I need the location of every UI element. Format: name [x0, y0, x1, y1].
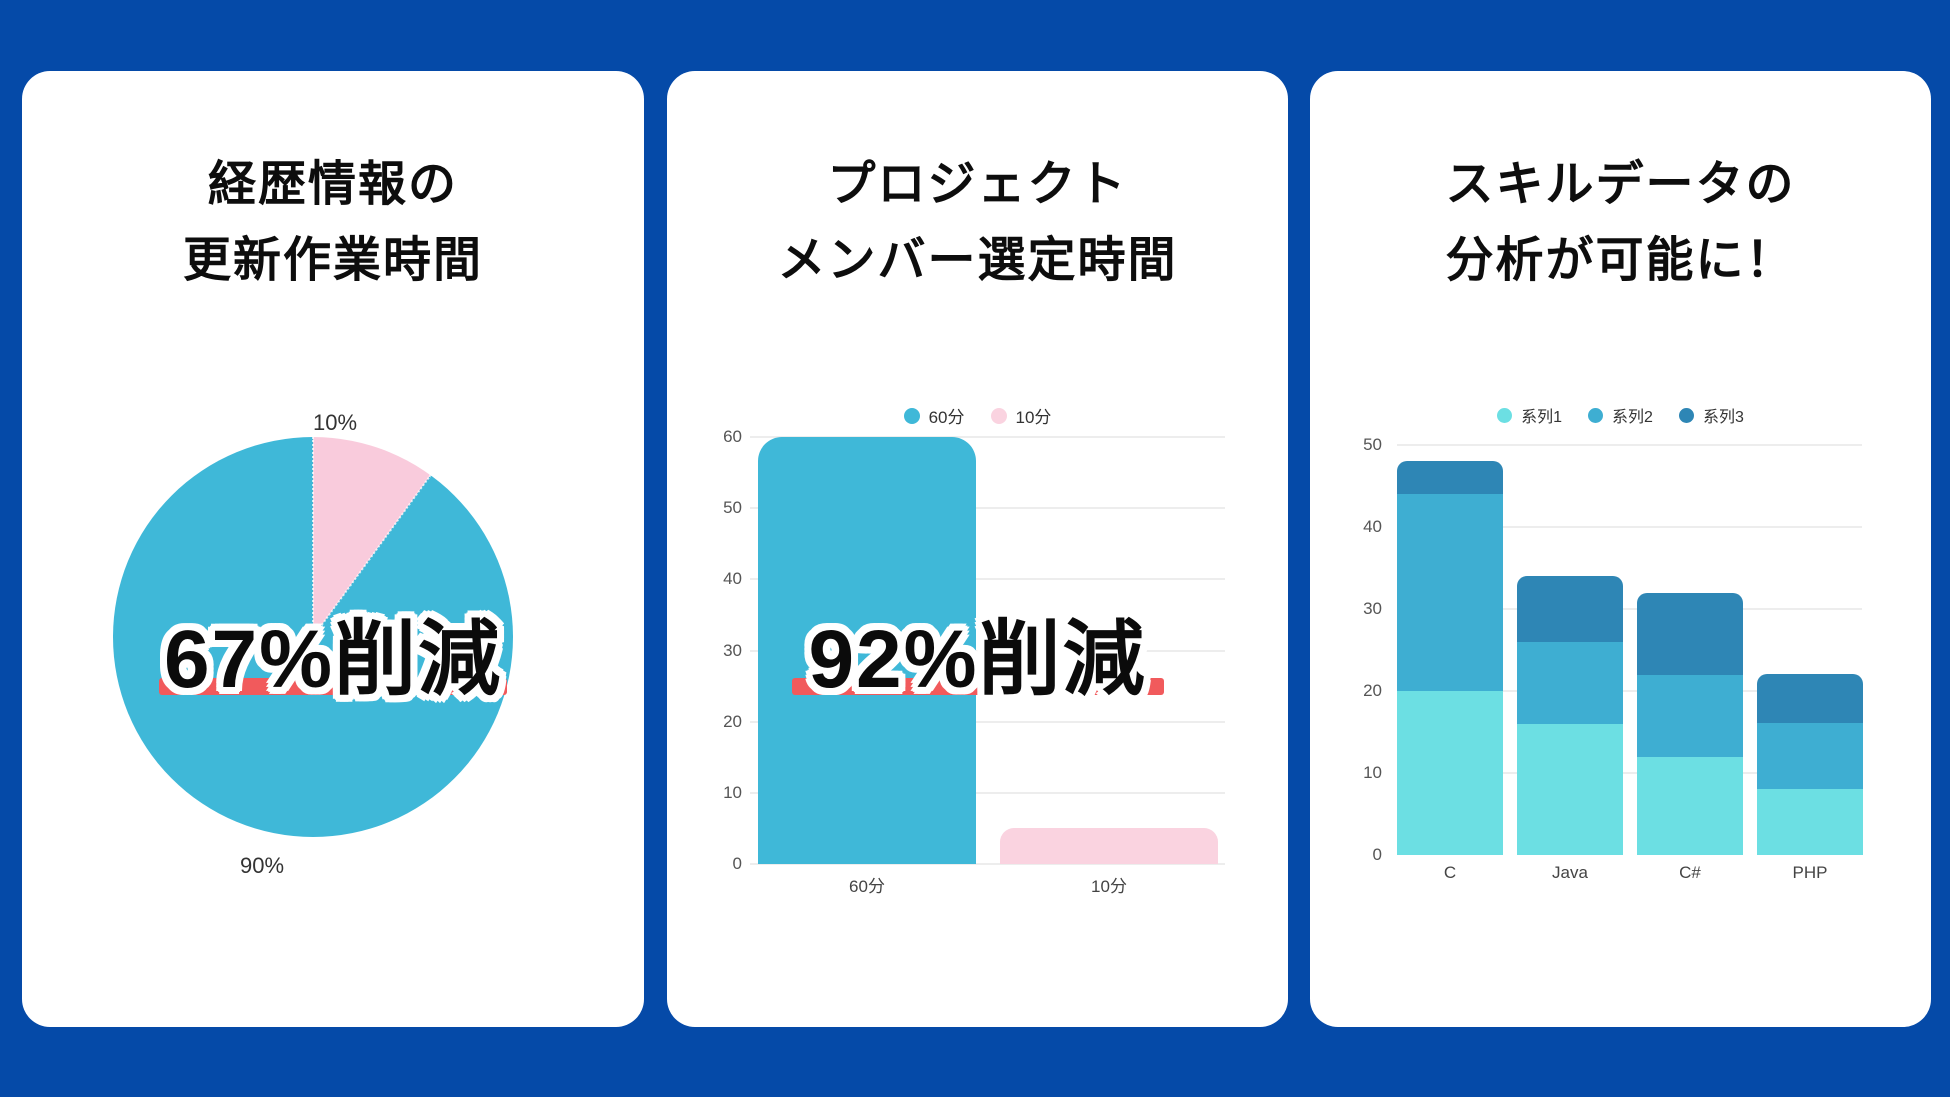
gridline [750, 507, 1225, 510]
card-skill-analysis: スキルデータの 分析が可能に！ 系列1 系列2 系列3 0 10 20 30 40 50 C Ja… [1310, 71, 1931, 1027]
card-title-line1: 経歴情報の [207, 158, 458, 211]
y-axis-tick-label: 50 [1363, 435, 1382, 454]
stack-segment-系列1-C# [1637, 757, 1743, 855]
y-axis-tick-label: 20 [723, 711, 742, 731]
gridline [750, 791, 1225, 794]
stack-segment-系列2-PHP [1757, 723, 1863, 789]
legend-dot-icon [1497, 407, 1513, 423]
reduction-text: 92%削減 [808, 614, 1147, 705]
legend-label: 系列2 [1612, 409, 1653, 426]
card-title: 経歴情報の 更新作業時間 [22, 147, 644, 299]
bar-10分 [1000, 828, 1218, 864]
legend-label: 系列3 [1702, 409, 1744, 426]
stack-segment-系列3-Java [1517, 576, 1623, 642]
card-update-work-time: 経歴情報の 更新作業時間 10% 90% 67%削減 [22, 71, 644, 1027]
legend-label: 10分 [1015, 408, 1052, 427]
y-axis-tick-label: 0 [732, 854, 742, 873]
y-axis-tick-label: 50 [723, 498, 742, 518]
legend-label: 系列1 [1521, 409, 1563, 426]
pie-chart [113, 437, 513, 837]
reduction-highlight: 92%削減 [667, 592, 1288, 722]
gridline [1397, 690, 1862, 692]
gridline [750, 863, 1225, 865]
stack-segment-系列3-C# [1637, 593, 1743, 675]
legend-dot-icon [1678, 407, 1694, 423]
pie-slice-label-10: 10% [312, 410, 358, 435]
x-axis-label: PHP [1792, 863, 1828, 882]
gridline [1397, 444, 1862, 446]
y-axis-tick-label: 10 [1363, 763, 1382, 782]
y-axis-tick-label: 60 [723, 427, 742, 446]
stack-segment-系列3-C [1397, 461, 1503, 494]
card-title-line1: スキルデータの [1445, 158, 1796, 211]
legend-item: 系列2 [1588, 403, 1653, 427]
stack-segment-系列1-C [1397, 691, 1503, 855]
y-axis-tick-label: 10 [723, 782, 742, 802]
x-axis-label: 10分 [1091, 877, 1127, 896]
card-member-selection-time: プロジェクト メンバー選定時間 60分 10分 0 10 20 30 40 50 60 60分… [667, 71, 1288, 1027]
pie-slice-separator [312, 437, 314, 637]
card-title-line2: メンバー選定時間 [777, 234, 1178, 287]
reduction-highlight: 67%削減 [22, 592, 644, 722]
card-title-line1: プロジェクト [827, 158, 1128, 211]
legend-label: 60分 [928, 408, 965, 427]
stack-segment-系列1-Java [1517, 724, 1623, 855]
legend-dot-icon [990, 407, 1007, 424]
bar-chart-legend: 60分 10分 [667, 403, 1288, 428]
y-axis-tick-label: 40 [1363, 517, 1382, 536]
gridline [1397, 608, 1862, 610]
stack-segment-系列1-PHP [1757, 789, 1863, 855]
y-axis-tick-label: 20 [1363, 681, 1382, 700]
gridline [1397, 526, 1862, 528]
legend-item: 系列1 [1497, 403, 1562, 427]
stack-segment-系列3-PHP [1757, 674, 1863, 723]
gridline [750, 578, 1225, 581]
legend-dot-icon [903, 407, 920, 424]
stack-segment-系列2-Java [1517, 642, 1623, 724]
x-axis-label: C [1443, 863, 1457, 882]
x-axis-label: C# [1679, 863, 1701, 882]
gridline [750, 436, 1225, 438]
legend-item: 60分 [903, 403, 965, 428]
card-title: スキルデータの 分析が可能に！ [1310, 147, 1931, 299]
red-underline [159, 678, 507, 695]
card-title: プロジェクト メンバー選定時間 [667, 147, 1288, 299]
reduction-text: 67%削減 [163, 614, 503, 705]
red-underline [791, 678, 1164, 695]
y-axis-tick-label: 30 [1363, 599, 1382, 618]
y-axis-tick-label: 0 [1372, 845, 1382, 864]
y-axis-tick-label: 40 [723, 569, 742, 589]
gridline [1397, 772, 1862, 774]
legend-dot-icon [1588, 407, 1604, 423]
y-axis-tick-label: 30 [723, 640, 742, 660]
stack-segment-系列2-C# [1637, 675, 1743, 757]
pie-slice-label-90: 90% [239, 853, 285, 878]
gridline [750, 720, 1225, 723]
legend-item: 10分 [990, 403, 1052, 428]
stacked-chart-legend: 系列1 系列2 系列3 [1310, 403, 1931, 427]
gridline [750, 649, 1225, 652]
x-axis-label: 60分 [849, 877, 885, 896]
bar-60分 [758, 437, 976, 864]
x-axis-label: Java [1552, 863, 1588, 882]
card-title-line2: 更新作業時間 [182, 234, 483, 287]
legend-item: 系列3 [1678, 403, 1744, 427]
stack-segment-系列2-C [1397, 494, 1503, 691]
card-title-line2: 分析が可能に！ [1445, 234, 1796, 287]
